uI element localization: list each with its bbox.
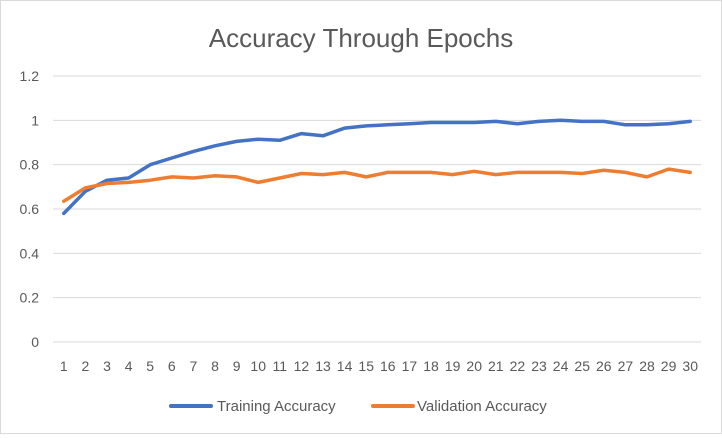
x-tick-label: 22 bbox=[510, 358, 526, 374]
x-tick-label: 6 bbox=[168, 358, 176, 374]
y-tick-label: 1 bbox=[31, 112, 39, 128]
y-tick-label: 0.4 bbox=[20, 245, 40, 261]
y-axis-ticks: 0 0.2 0.4 0.6 0.8 1 1.2 bbox=[20, 68, 40, 350]
x-tick-label: 27 bbox=[618, 358, 634, 374]
y-tick-label: 0 bbox=[31, 334, 39, 350]
x-tick-label: 12 bbox=[294, 358, 310, 374]
legend: Training Accuracy Validation Accuracy bbox=[169, 398, 547, 415]
x-tick-label: 19 bbox=[445, 358, 461, 374]
chart-title: Accuracy Through Epochs bbox=[209, 23, 513, 53]
x-tick-label: 15 bbox=[358, 358, 374, 374]
x-tick-label: 18 bbox=[423, 358, 439, 374]
x-tick-label: 17 bbox=[402, 358, 418, 374]
x-tick-label: 2 bbox=[82, 358, 90, 374]
x-tick-label: 1 bbox=[60, 358, 68, 374]
legend-label: Training Accuracy bbox=[217, 398, 336, 415]
gridlines bbox=[53, 75, 701, 343]
x-tick-label: 9 bbox=[233, 358, 241, 374]
x-tick-label: 8 bbox=[211, 358, 219, 374]
x-tick-label: 23 bbox=[531, 358, 547, 374]
series-lines bbox=[62, 118, 692, 216]
series-line-training bbox=[62, 118, 692, 216]
y-tick-label: 0.2 bbox=[20, 290, 40, 306]
x-tick-label: 24 bbox=[553, 358, 569, 374]
x-tick-label: 20 bbox=[466, 358, 482, 374]
x-tick-label: 5 bbox=[146, 358, 154, 374]
x-tick-label: 4 bbox=[125, 358, 133, 374]
x-tick-label: 7 bbox=[190, 358, 198, 374]
x-tick-label: 21 bbox=[488, 358, 504, 374]
x-tick-label: 25 bbox=[574, 358, 590, 374]
y-tick-label: 0.6 bbox=[20, 201, 40, 217]
y-tick-label: 0.8 bbox=[20, 157, 40, 173]
x-tick-label: 29 bbox=[661, 358, 677, 374]
x-tick-label: 28 bbox=[639, 358, 655, 374]
x-tick-label: 30 bbox=[682, 358, 698, 374]
legend-label: Validation Accuracy bbox=[417, 398, 547, 415]
x-tick-label: 26 bbox=[596, 358, 612, 374]
x-tick-label: 11 bbox=[273, 358, 288, 374]
series-line-validation bbox=[62, 167, 692, 203]
x-tick-label: 14 bbox=[337, 358, 353, 374]
y-tick-label: 1.2 bbox=[20, 68, 40, 84]
x-tick-label: 10 bbox=[250, 358, 266, 374]
x-axis-ticks: 1 2 3 4 5 6 7 8 9 10 11 12 13 14 15 16 17 18 19 20 21 22 23 24 2… bbox=[60, 358, 698, 374]
x-tick-label: 13 bbox=[315, 358, 331, 374]
x-tick-label: 16 bbox=[380, 358, 396, 374]
x-tick-label: 3 bbox=[103, 358, 111, 374]
